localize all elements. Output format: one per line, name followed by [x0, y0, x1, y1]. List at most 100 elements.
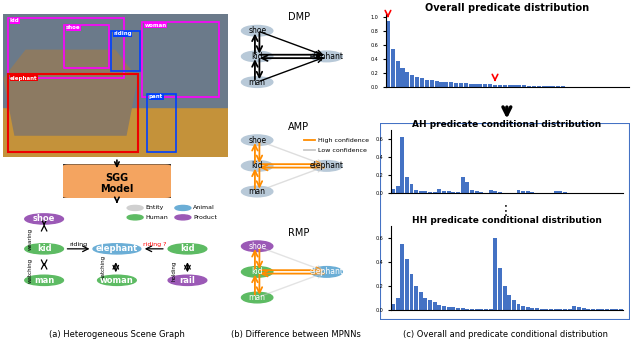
Bar [502, 286, 506, 310]
Bar [420, 78, 424, 87]
Bar [401, 68, 404, 87]
Text: man: man [248, 187, 265, 196]
Bar [478, 84, 482, 87]
Bar [465, 182, 470, 193]
Text: elephant: elephant [96, 244, 138, 253]
Ellipse shape [175, 206, 191, 210]
Bar [498, 267, 502, 310]
Bar [461, 308, 465, 310]
Text: shoe: shoe [66, 26, 81, 30]
Text: Human: Human [145, 215, 168, 220]
Ellipse shape [241, 186, 273, 197]
Text: riding ?: riding ? [143, 242, 166, 247]
Bar [513, 85, 516, 87]
Bar [498, 85, 502, 87]
Text: DMP: DMP [288, 12, 310, 22]
Bar [493, 238, 497, 310]
Ellipse shape [311, 267, 343, 277]
Ellipse shape [168, 275, 207, 286]
Bar [549, 309, 553, 310]
Bar [554, 309, 557, 310]
Bar [581, 308, 586, 310]
Bar [428, 192, 432, 193]
Text: riding: riding [69, 242, 87, 248]
Bar [591, 309, 595, 310]
Bar [475, 192, 478, 193]
Bar [559, 192, 562, 193]
Ellipse shape [241, 161, 273, 171]
Text: shoe: shoe [248, 136, 266, 145]
Text: (b) Difference between MPNNs: (b) Difference between MPNNs [231, 330, 361, 339]
Bar [526, 192, 530, 193]
Ellipse shape [241, 77, 273, 88]
Ellipse shape [168, 244, 207, 254]
Text: woman: woman [145, 23, 167, 28]
Bar [507, 295, 511, 310]
Bar [64, 25, 109, 68]
Bar [551, 86, 556, 87]
Ellipse shape [25, 214, 63, 224]
Text: Model: Model [100, 184, 133, 194]
Text: kid: kid [252, 267, 263, 276]
FancyBboxPatch shape [0, 198, 234, 320]
Bar [521, 306, 525, 310]
Bar [414, 286, 418, 310]
Bar [465, 308, 470, 310]
Bar [493, 192, 497, 193]
Text: man: man [248, 78, 265, 87]
Bar [451, 192, 455, 193]
Bar [470, 189, 474, 193]
Bar [410, 75, 415, 87]
Bar [435, 81, 439, 87]
Bar [419, 190, 423, 193]
Ellipse shape [97, 275, 137, 286]
Bar [516, 189, 521, 193]
Text: kid: kid [252, 161, 263, 170]
Bar [410, 184, 413, 193]
Text: riding: riding [113, 31, 131, 36]
Bar [527, 86, 531, 87]
Text: (c) Overall and predicate conditional distribution: (c) Overall and predicate conditional di… [403, 330, 608, 339]
Bar [540, 308, 544, 310]
Ellipse shape [127, 206, 143, 210]
Bar [437, 189, 441, 193]
Text: SGG: SGG [106, 173, 128, 183]
Bar [475, 309, 478, 310]
Bar [405, 177, 409, 193]
Text: elephant: elephant [310, 52, 344, 61]
Bar [573, 306, 576, 310]
Bar [442, 190, 446, 193]
Bar [535, 308, 539, 310]
Bar [517, 85, 521, 87]
Bar [532, 86, 536, 87]
Text: holding: holding [171, 261, 176, 281]
Bar [456, 192, 460, 193]
Bar [479, 192, 483, 193]
Bar [425, 79, 429, 87]
Text: Entity: Entity [145, 206, 164, 210]
Text: watching: watching [100, 255, 106, 280]
Bar [554, 190, 557, 193]
Bar [488, 84, 492, 87]
Bar [459, 83, 463, 87]
Bar [410, 274, 413, 310]
Bar [147, 94, 176, 152]
Bar [400, 244, 404, 310]
Text: watching: watching [28, 258, 32, 284]
Text: High confidence: High confidence [318, 138, 368, 143]
Text: elephant: elephant [310, 267, 344, 276]
Text: AMP: AMP [288, 121, 309, 132]
Text: rail: rail [179, 276, 195, 285]
Ellipse shape [175, 215, 191, 220]
Bar [547, 86, 550, 87]
Text: wearing: wearing [28, 228, 32, 250]
Text: Product: Product [193, 215, 217, 220]
Bar [559, 309, 562, 310]
Ellipse shape [93, 244, 141, 254]
Bar [396, 61, 400, 87]
Bar [470, 309, 474, 310]
Bar [439, 82, 444, 87]
Bar [563, 192, 567, 193]
Bar [473, 84, 478, 87]
Bar [479, 309, 483, 310]
